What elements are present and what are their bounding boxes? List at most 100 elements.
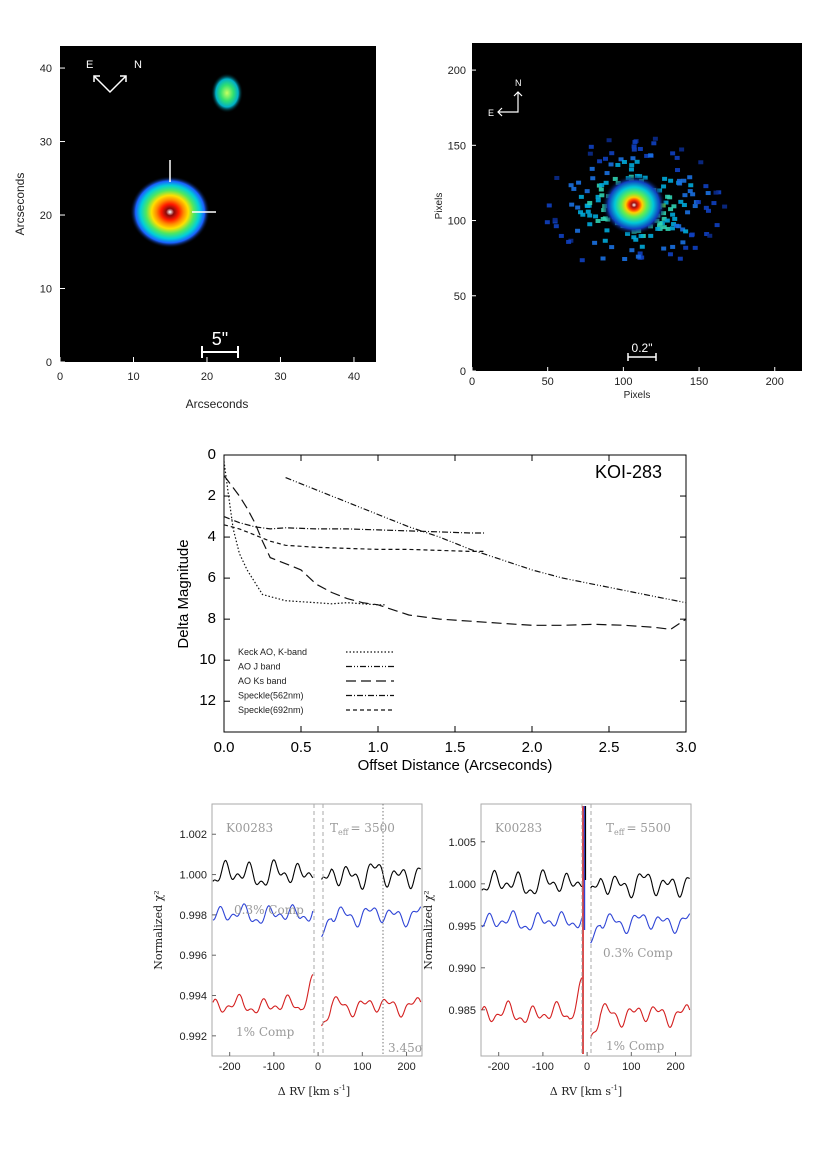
x-tick-label: 2.0	[522, 739, 543, 756]
y-tick-label: 0.994	[179, 991, 207, 1003]
speckle	[676, 178, 682, 183]
sigma-label: 3.45σ	[388, 1041, 423, 1055]
speckle	[593, 214, 599, 219]
speckle	[668, 207, 674, 212]
chi2-series-2-r	[321, 996, 422, 1027]
speckle	[705, 208, 711, 213]
speckle	[687, 189, 693, 194]
y-tick-label: 12	[199, 692, 216, 709]
speckle	[677, 181, 683, 186]
teff-symbol: T	[330, 821, 338, 835]
y-tick-label: 200	[448, 65, 466, 77]
speckle	[683, 229, 689, 234]
speckle	[639, 244, 645, 249]
speckle	[606, 138, 612, 143]
speckle	[631, 235, 637, 240]
speckle	[655, 226, 661, 231]
speckle	[595, 194, 601, 199]
speckle	[685, 210, 691, 215]
x-axis-label-suffix: ]	[346, 1085, 350, 1098]
x-tick-label: -100	[263, 1061, 285, 1073]
speckle	[622, 256, 628, 261]
speckle	[584, 189, 590, 194]
speckle	[669, 226, 675, 231]
x-axis-label: Δ RV [km s-1]	[278, 1084, 350, 1098]
primary-star	[130, 176, 210, 248]
x-tick-label: 10	[127, 371, 139, 383]
speckle	[674, 223, 680, 228]
scale-bar-label: 5"	[212, 329, 228, 349]
speckle	[680, 227, 686, 232]
series-line-4	[223, 524, 486, 553]
speckle	[603, 180, 609, 185]
speckle	[590, 176, 596, 181]
plot-frame	[480, 803, 692, 1057]
speckle	[665, 226, 671, 231]
speckle	[568, 183, 574, 188]
x-tick-label: 2.5	[599, 739, 620, 756]
speckle	[682, 193, 688, 198]
speckle	[637, 251, 643, 256]
speckle	[595, 218, 601, 223]
chi2-series-1-l	[212, 903, 314, 924]
speckle	[635, 254, 641, 259]
speckle	[677, 256, 683, 261]
speckle	[657, 221, 663, 226]
y-tick-label: 20	[40, 210, 52, 222]
speckle	[609, 151, 615, 156]
speckle	[608, 162, 614, 167]
koi-label: K00283	[495, 821, 542, 835]
speckle	[558, 233, 564, 238]
compass-east-label: E	[86, 59, 93, 71]
speckle	[589, 166, 595, 171]
x-tick-label: 20	[201, 371, 213, 383]
x-tick-label: 100	[622, 1061, 640, 1073]
x-tick-label: -200	[219, 1061, 241, 1073]
x-axis-label: Δ RV [km s-1]	[550, 1084, 622, 1098]
speckle	[639, 255, 645, 260]
x-tick-label: 200	[766, 376, 784, 388]
y-tick-label: 1.005	[448, 837, 476, 849]
x-axis-label: Arcseconds	[186, 397, 249, 411]
x-tick-label: 40	[348, 371, 360, 383]
series-label-red: 1% Comp	[236, 1025, 295, 1039]
speckle	[544, 220, 550, 225]
y-tick-label: 0	[208, 446, 216, 463]
y-axis-label: Normalized χ²	[152, 890, 165, 969]
y-tick-label: 1.002	[179, 829, 207, 841]
speckle	[661, 246, 667, 251]
panel-image-pixels: E N 0.2" 0 50 100 150 200 0 50 100 150 200 Pixels…	[434, 43, 802, 401]
speckle	[703, 205, 709, 210]
speckle	[675, 168, 681, 173]
x-tick-label: 1.5	[445, 739, 466, 756]
speckle	[707, 233, 713, 238]
panel-chi2-3500: -200 -100 0 100 200 0.992 0.994 0.996 0.998 1.000…	[152, 803, 423, 1098]
speckle	[585, 209, 591, 214]
companion-star	[211, 73, 243, 113]
teff-subscript: eff	[338, 828, 350, 837]
speckle	[688, 233, 694, 238]
speckle	[681, 178, 687, 183]
speckle	[569, 202, 575, 207]
speckle	[578, 210, 584, 215]
y-tick-label: 4	[208, 528, 216, 545]
teff-annotation: Teff = 5500	[606, 821, 671, 837]
x-axis-label-prefix: Δ RV [km s	[550, 1085, 612, 1098]
legend-label: Keck AO, K-band	[238, 647, 307, 657]
compass-arrows	[93, 75, 127, 94]
speckle	[704, 232, 710, 237]
speckle	[668, 178, 674, 183]
speckle	[683, 245, 689, 250]
speckle	[618, 157, 624, 162]
speckle	[670, 212, 676, 217]
speckle	[595, 198, 601, 203]
y-tick-label: 6	[208, 569, 216, 586]
speckle	[678, 199, 684, 204]
speckle	[703, 184, 709, 189]
speckle	[670, 151, 676, 156]
speckle	[661, 184, 667, 189]
speckle	[671, 204, 677, 209]
speckle	[671, 222, 677, 227]
speckle	[600, 256, 606, 261]
